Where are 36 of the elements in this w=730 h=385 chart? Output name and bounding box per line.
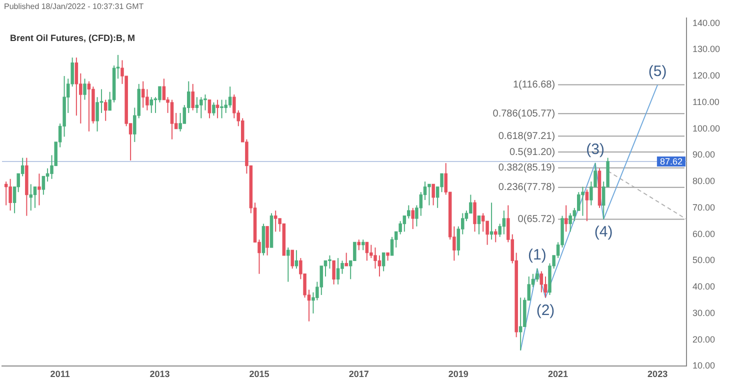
y-tick-label: 30.00 xyxy=(692,308,716,318)
ref-line-label: 0.236(77.78) xyxy=(498,182,556,194)
y-tick-label: 70.00 xyxy=(692,202,716,212)
annotation: (4) xyxy=(594,223,613,240)
x-tick-label: 2023 xyxy=(648,369,668,380)
y-tick-label: 80.00 xyxy=(692,176,716,186)
x-tick-label: 2011 xyxy=(50,369,70,380)
annotation: (3) xyxy=(586,141,604,158)
y-tick-label: 90.00 xyxy=(692,150,716,160)
annotation: (2) xyxy=(536,302,555,319)
ref-line-label: 0.5(91.20) xyxy=(509,146,556,158)
ref-line-label: 0.618(97.21) xyxy=(498,130,556,142)
y-tick-label: 120.00 xyxy=(692,70,720,81)
annotation: (5) xyxy=(648,62,667,80)
y-tick-label: 50.00 xyxy=(692,255,716,266)
annotation: (1) xyxy=(528,246,546,264)
text: Brent Oil Futures, (CFD):B, M xyxy=(10,32,135,43)
y-tick-label: 130.00 xyxy=(692,44,720,54)
y-tick-label: 20.00 xyxy=(692,334,716,344)
y-tick-label: 140.00 xyxy=(692,18,720,28)
y-tick-label: 60.00 xyxy=(692,228,716,239)
x-tick-label: 2019 xyxy=(448,369,468,380)
y-tick-label: 10.00 xyxy=(692,360,716,371)
y-tick-label: 40.00 xyxy=(692,282,716,292)
ref-line-label: 0.382(85.19) xyxy=(498,162,556,174)
text: Published 18/Jan/2022 - 10:37:31 GMT xyxy=(4,2,144,12)
ref-line-label: 0(65.72) xyxy=(518,214,556,225)
y-tick-label: 110.00 xyxy=(692,96,720,107)
ref-line-label: 0.786(105.77) xyxy=(492,108,556,120)
x-tick-label: 2021 xyxy=(548,369,568,380)
x-tick-label: 2013 xyxy=(150,369,170,380)
y-tick-label: 100.00 xyxy=(692,123,720,134)
ref-line-label: 1(116.68) xyxy=(512,80,556,91)
ref-line-label: 87.62 xyxy=(660,156,682,166)
x-tick-label: 2017 xyxy=(348,369,369,380)
x-tick-label: 2015 xyxy=(249,369,270,380)
